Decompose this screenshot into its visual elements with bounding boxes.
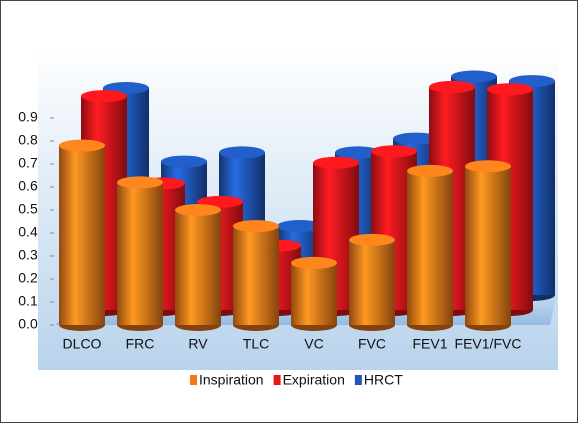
x-tick-label: FEV1 [412,336,447,352]
bar [233,226,279,325]
bar [59,145,105,325]
y-tick-label: 0.4 [18,224,38,240]
y-tick-label: 0.1 [18,293,38,309]
bar-top [487,83,533,96]
x-tick-label: FEV1/FVC [455,336,522,352]
bar [117,182,163,325]
bar-top [161,155,207,168]
bar-top [233,220,279,233]
bar-top [349,233,395,246]
y-tick-label: 0.5 [18,201,38,217]
y-tick-label: 0.2 [18,270,38,286]
bar-top [175,204,221,216]
bar-top [451,70,497,83]
bar [175,210,221,325]
bar-top [335,146,381,159]
x-tick-label: FVC [358,336,386,352]
bar [291,262,337,325]
legend-label: Expiration [283,372,345,388]
bar-top [393,132,439,145]
bar-top [371,145,417,158]
x-tick-label: FRC [126,336,155,352]
x-tick-label: RV [188,336,208,352]
y-tick-label: 0.6 [18,178,38,194]
legend-label: Inspiration [199,372,264,388]
bar-top [59,139,105,152]
bar-top [313,156,359,169]
y-tick-label: 0.3 [18,247,38,263]
bar [407,170,453,325]
legend-label: HRCT [364,372,403,388]
bar [349,239,395,325]
legend-swatch [190,375,197,385]
legend-swatch [273,375,281,385]
y-tick-label: 0.8 [18,132,38,148]
bar-top [407,164,453,177]
y-tick-label: 0.0 [18,316,38,332]
bar-top [291,256,337,269]
bar-top [117,176,163,189]
bar-top [429,80,475,93]
x-tick-label: DLCO [63,336,102,352]
bar-top [465,160,511,173]
legend-swatch [354,375,362,385]
x-tick-label: VC [304,336,323,352]
y-tick-label: 0.7 [18,155,38,171]
bar [465,166,511,325]
y-tick-label: 0.9 [18,109,38,125]
bar-top [219,146,265,159]
x-tick-label: TLC [243,336,269,352]
bar-top [277,220,323,232]
bar-top [81,90,127,103]
